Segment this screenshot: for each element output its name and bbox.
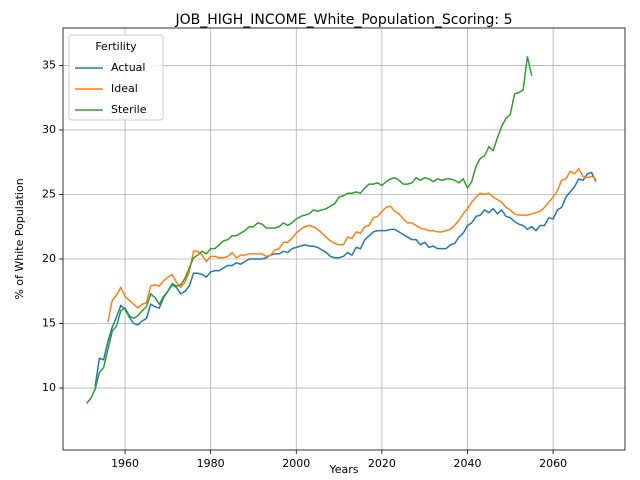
x-tick-label: 2060 [539, 457, 567, 470]
grid: 1960 1980 2000 2020 2040 2060 10 15 20 25 30 35 [42, 28, 625, 470]
chart-title: JOB_HIGH_INCOME_White_Population_Scoring… [175, 12, 513, 28]
legend: Fertility Actual Ideal Sterile [68, 34, 164, 121]
lines [85, 56, 597, 405]
y-tick-label: 10 [42, 381, 56, 394]
x-axis-label: Years [328, 463, 358, 476]
plot-frame [62, 27, 626, 451]
series-line [94, 171, 597, 387]
y-tick-label: 30 [42, 123, 56, 136]
y-tick-label: 25 [42, 187, 56, 200]
legend-label: Sterile [111, 103, 147, 116]
legend-label: Actual [111, 61, 145, 74]
series-line [85, 56, 533, 405]
y-tick-label: 35 [42, 58, 56, 71]
y-axis-label: % of White Population [13, 178, 26, 299]
legend-box [68, 34, 164, 121]
x-tick-label: 1960 [111, 457, 139, 470]
x-tick-label: 1980 [197, 457, 225, 470]
legend-title: Fertility [95, 40, 137, 53]
x-tick-label: 2040 [453, 457, 481, 470]
legend-label: Ideal [111, 82, 138, 95]
x-tick-label: 2000 [282, 457, 310, 470]
series-line [107, 167, 597, 323]
y-tick-label: 15 [42, 317, 56, 330]
x-tick-label: 2020 [368, 457, 396, 470]
y-tick-label: 20 [42, 252, 56, 265]
